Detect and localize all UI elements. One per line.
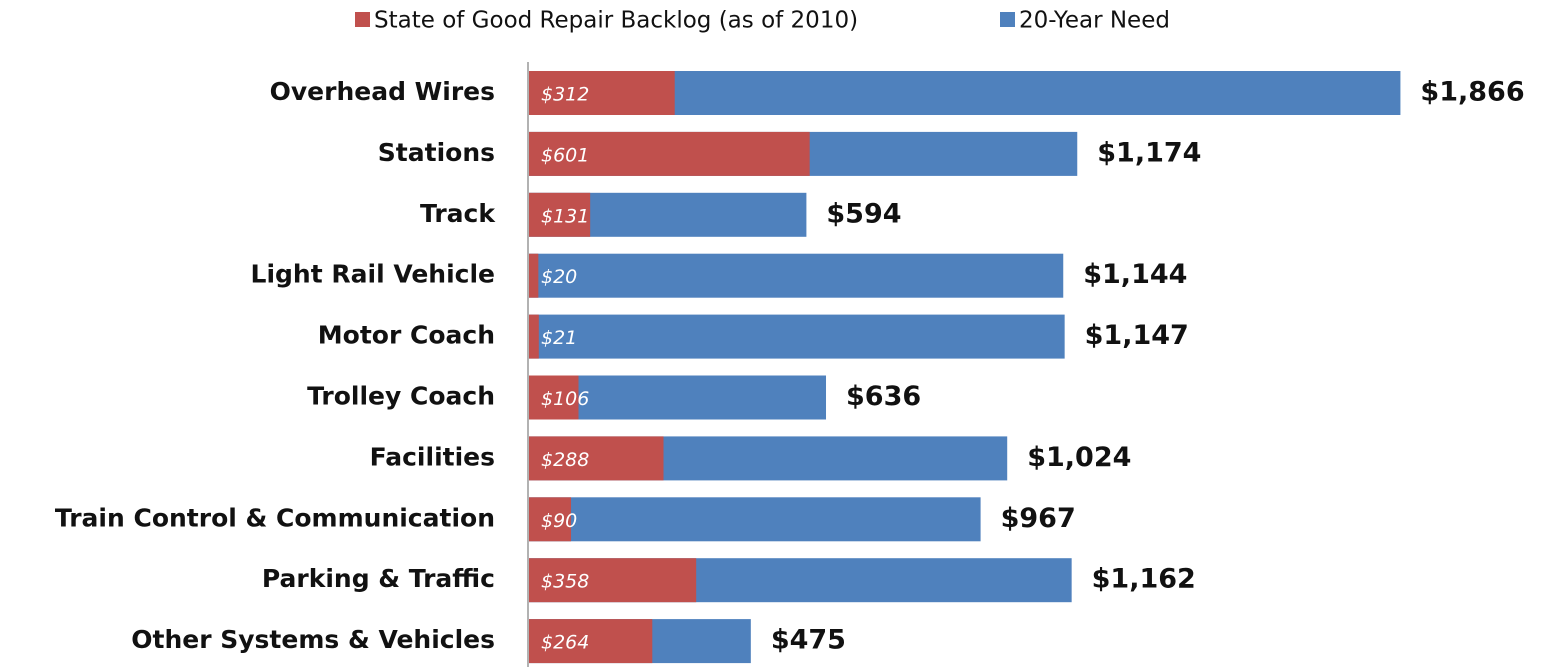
backlog-label: $358 (541, 571, 589, 593)
bar (529, 497, 981, 542)
total-label: $1,024 (1027, 442, 1131, 473)
bar (529, 619, 653, 664)
legend-label: State of Good Repair Backlog (as of 2010… (374, 8, 858, 34)
backlog-label: $288 (541, 449, 589, 471)
category-label: Parking & Traffic (262, 564, 495, 593)
category-label: Motor Coach (318, 321, 495, 350)
bar (529, 436, 664, 481)
total-label: $1,174 (1097, 137, 1201, 168)
category-label: Light Rail Vehicle (251, 260, 495, 289)
category-label: Stations (378, 138, 495, 167)
category-label: Train Control & Communication (55, 503, 495, 532)
category-label: Trolley Coach (307, 382, 495, 411)
bar (529, 131, 810, 176)
bar (529, 497, 572, 542)
backlog-label: $131 (541, 205, 589, 227)
bar (529, 375, 579, 420)
category-label: Overhead Wires (270, 77, 495, 106)
bar (529, 558, 697, 603)
total-label: $1,144 (1083, 259, 1187, 290)
legend-label: 20-Year Need (1019, 8, 1170, 34)
backlog-label: $20 (541, 266, 577, 288)
bar (529, 253, 1064, 298)
legend-swatch (355, 12, 370, 27)
total-label: $1,162 (1092, 564, 1196, 595)
total-label: $967 (1001, 503, 1076, 534)
total-label: $475 (771, 625, 846, 656)
backlog-label: $106 (541, 388, 589, 410)
backlog-label: $312 (541, 84, 589, 106)
legend-swatch (1000, 12, 1015, 27)
backlog-label: $264 (541, 632, 589, 654)
backlog-label: $90 (541, 510, 577, 532)
total-label: $1,147 (1085, 320, 1189, 351)
bar (529, 71, 675, 115)
bar (529, 314, 1065, 359)
bar (529, 314, 539, 359)
category-label: Other Systems & Vehicles (131, 625, 495, 654)
category-label: Facilities (370, 442, 495, 471)
category-label: Track (420, 199, 496, 228)
bar (529, 253, 539, 298)
total-label: $636 (846, 381, 921, 412)
backlog-label: $601 (541, 144, 589, 166)
backlog-label: $21 (541, 327, 577, 349)
total-label: $1,866 (1420, 77, 1524, 108)
bar (529, 192, 591, 237)
total-label: $594 (826, 198, 901, 229)
